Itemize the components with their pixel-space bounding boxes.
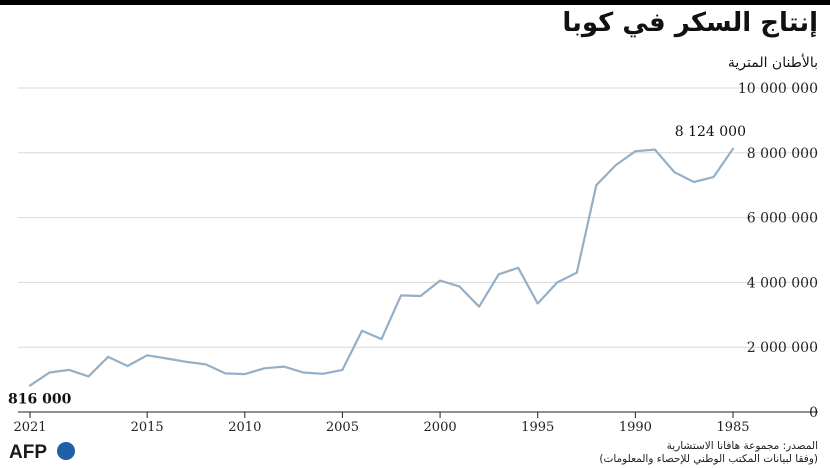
y-tick-label: 2 000 000	[747, 340, 818, 356]
data-label: 8 124 000	[675, 124, 746, 140]
x-tick-label: 2015	[131, 420, 164, 435]
x-tick-label: 1995	[521, 420, 554, 435]
x-tick-label: 1990	[619, 420, 652, 435]
afp-logo-text: AFP	[9, 442, 47, 463]
data-label: 816 000	[8, 392, 72, 408]
source-line-2: (وفقا لبيانات المكتب الوطني للإحصاء والم…	[599, 453, 818, 465]
x-tick-label: 2010	[228, 420, 261, 435]
x-tick-label: 1985	[716, 420, 749, 435]
y-tick-label: 10 000 000	[738, 81, 818, 97]
y-tick-label: 4 000 000	[747, 275, 818, 291]
x-tick-label: 2000	[424, 420, 457, 435]
afp-logo: AFP	[9, 442, 75, 463]
source-line-1: المصدر: مجموعة هافانا الاستشارية	[666, 440, 818, 452]
x-tick-label: 2005	[326, 420, 359, 435]
chart-title: إنتاج السكر في كوبا	[562, 8, 818, 38]
afp-logo-circle	[57, 442, 75, 460]
chart-subtitle: بالأطنان المترية	[727, 55, 818, 71]
y-tick-label: 0	[809, 405, 818, 421]
y-tick-label: 8 000 000	[747, 146, 818, 162]
top-bar	[0, 0, 830, 5]
x-tick-label: 2021	[13, 420, 46, 435]
source-note: المصدر: مجموعة هافانا الاستشارية (وفقا ل…	[599, 440, 818, 466]
series-line	[28, 147, 735, 387]
y-tick-label: 6 000 000	[747, 211, 818, 227]
